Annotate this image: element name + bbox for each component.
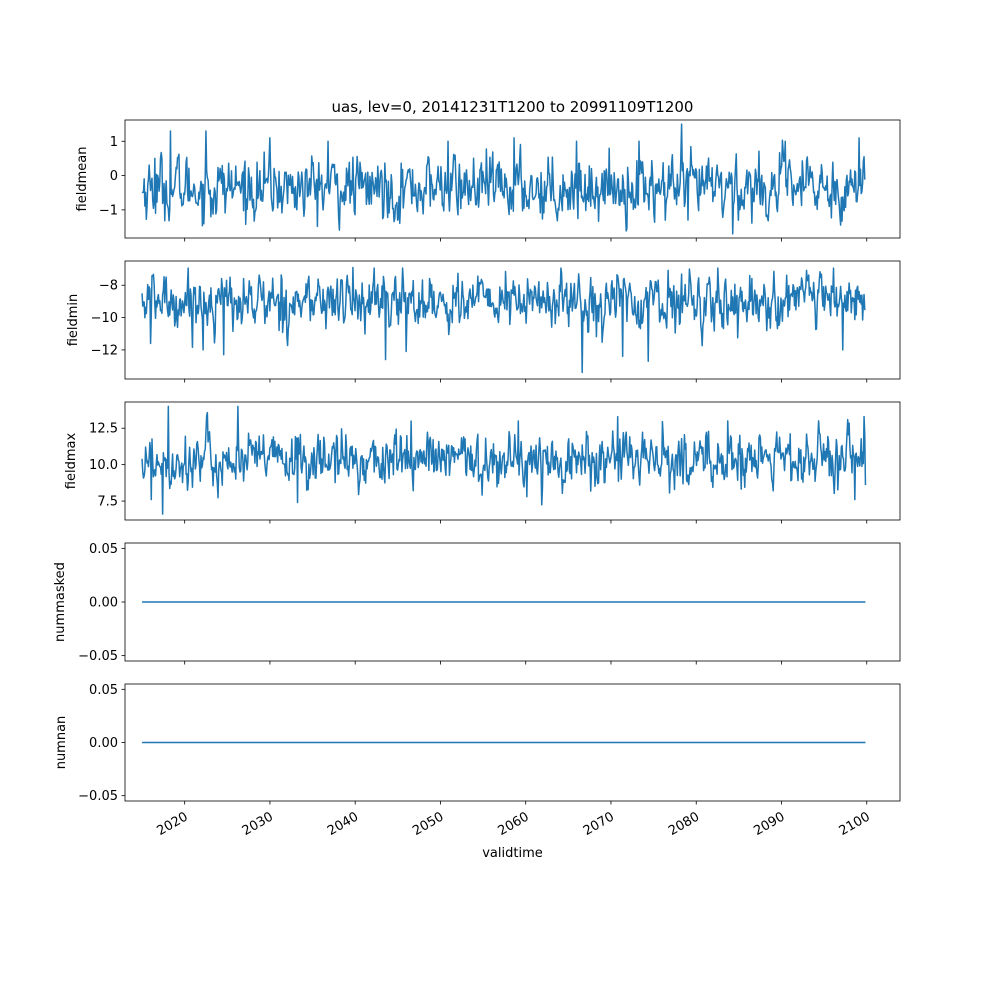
y-axis-label: fieldmax [64, 433, 79, 490]
y-tick-label: −10 [91, 311, 118, 326]
x-axis-label: validtime [482, 846, 543, 861]
y-tick-label: −12 [91, 343, 118, 358]
y-tick-label: 0.05 [89, 542, 118, 557]
axes-frame [124, 260, 901, 380]
y-axis-label: nummasked [53, 562, 68, 642]
y-tick-label: 0.00 [89, 736, 118, 751]
y-tick-label: 0.00 [89, 596, 118, 611]
y-axis-label: fieldmin [66, 294, 81, 347]
series-line-fieldmean [141, 123, 866, 235]
series-line-fieldmin [141, 266, 866, 374]
axes-frame [124, 119, 901, 239]
y-tick-label: −0.05 [78, 649, 118, 664]
series-line-fieldmax [141, 405, 867, 515]
y-tick-label: 12.5 [89, 422, 118, 437]
y-axis-label: numnan [54, 716, 69, 770]
axes-frame [124, 401, 901, 521]
y-tick-label: 0.05 [89, 683, 118, 698]
y-tick-label: −1 [99, 203, 118, 218]
y-axis-label: fieldmean [75, 147, 90, 212]
y-tick-label: 0 [110, 169, 118, 184]
y-tick-label: 7.5 [97, 495, 118, 510]
y-tick-label: −8 [99, 279, 118, 294]
y-tick-label: 1 [110, 135, 118, 150]
y-tick-label: −0.05 [78, 789, 118, 804]
y-tick-label: 10.0 [89, 458, 118, 473]
figure-title: uas, lev=0, 20141231T1200 to 20991109T12… [332, 98, 694, 116]
